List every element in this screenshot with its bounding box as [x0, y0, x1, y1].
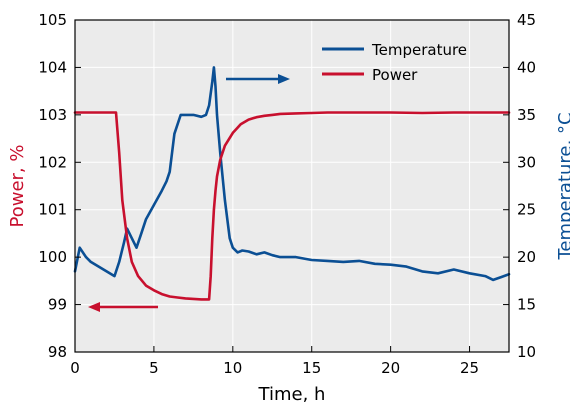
- y-left-tick-label: 102: [38, 153, 67, 171]
- y-right-tick-label: 40: [517, 58, 536, 76]
- legend: Temperature Power: [322, 41, 467, 84]
- y-left-tick-label: 105: [38, 11, 67, 29]
- annotation-arrow-right: [226, 74, 290, 84]
- series-line-power: [73, 111, 511, 301]
- y-right-tick-label: 15: [517, 296, 536, 314]
- plot-background: [75, 20, 509, 352]
- x-tick-label: 20: [381, 359, 400, 377]
- series-layer: [73, 66, 511, 301]
- y-axis-left-title: Power, %: [7, 145, 28, 228]
- annotation-arrow-left: [88, 302, 158, 312]
- y-right-tick-label: 10: [517, 343, 536, 361]
- plot-frame: [74, 19, 510, 353]
- x-axis-title: Time, h: [258, 384, 326, 405]
- x-tick-label: 10: [223, 359, 242, 377]
- y-right-tick-label: 35: [517, 106, 536, 124]
- x-tick-label: 0: [70, 359, 80, 377]
- series-line-temperature: [73, 66, 511, 282]
- y-right-tick-label: 25: [517, 201, 536, 219]
- x-tick-label: 5: [149, 359, 159, 377]
- legend-label-temperature: Temperature: [371, 41, 467, 59]
- y-right-tick-label: 45: [517, 11, 536, 29]
- y-left-tick-label: 101: [38, 201, 67, 219]
- y-left-tick-label: 100: [38, 248, 67, 266]
- legend-label-power: Power: [372, 66, 418, 84]
- x-tick-label: 25: [460, 359, 479, 377]
- y-left-tick-label: 104: [38, 58, 67, 76]
- y-right-tick-label: 20: [517, 248, 536, 266]
- ticks: 0 5 10 15 20 25 98 99 100 101 102 103 104 105 10 15 20 25…: [38, 11, 536, 377]
- x-tick-label: 15: [302, 359, 321, 377]
- y-left-tick-label: 98: [48, 343, 67, 361]
- y-axis-right-title: Temperature, °C: [555, 112, 570, 260]
- y-right-tick-label: 30: [517, 153, 536, 171]
- y-left-tick-label: 103: [38, 106, 67, 124]
- y-left-tick-label: 99: [48, 296, 67, 314]
